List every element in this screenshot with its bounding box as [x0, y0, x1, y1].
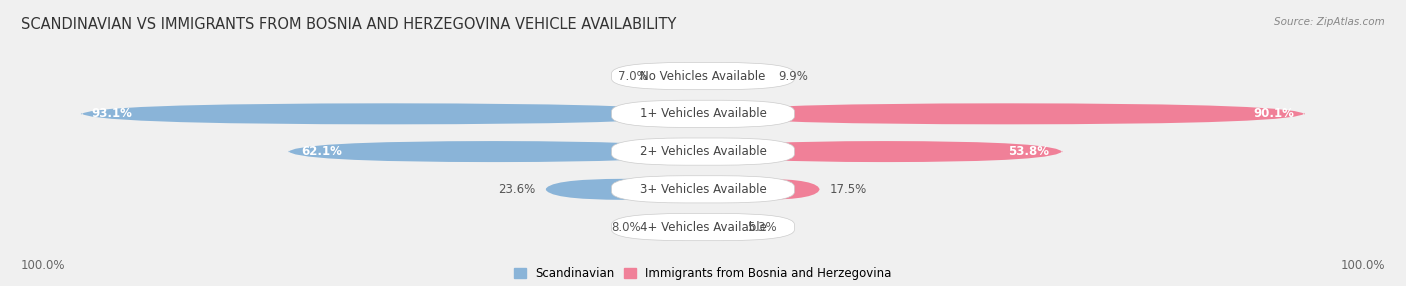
Text: 5.3%: 5.3%	[747, 221, 778, 234]
FancyBboxPatch shape	[703, 217, 738, 238]
Text: 62.1%: 62.1%	[301, 145, 342, 158]
Text: Source: ZipAtlas.com: Source: ZipAtlas.com	[1274, 17, 1385, 27]
Text: 7.0%: 7.0%	[617, 69, 647, 83]
FancyBboxPatch shape	[709, 103, 1305, 124]
FancyBboxPatch shape	[657, 65, 703, 87]
Text: 1+ Vehicles Available: 1+ Vehicles Available	[640, 107, 766, 120]
Text: No Vehicles Available: No Vehicles Available	[640, 69, 766, 83]
Text: 23.6%: 23.6%	[498, 183, 536, 196]
Text: 8.0%: 8.0%	[612, 221, 641, 234]
FancyBboxPatch shape	[288, 141, 699, 162]
Text: 93.1%: 93.1%	[91, 107, 132, 120]
Text: 100.0%: 100.0%	[1340, 259, 1385, 273]
Text: 4+ Vehicles Available: 4+ Vehicles Available	[640, 221, 766, 234]
Legend: Scandinavian, Immigrants from Bosnia and Herzegovina: Scandinavian, Immigrants from Bosnia and…	[515, 267, 891, 280]
FancyBboxPatch shape	[546, 179, 702, 200]
FancyBboxPatch shape	[707, 141, 1063, 162]
Text: 3+ Vehicles Available: 3+ Vehicles Available	[640, 183, 766, 196]
Text: 2+ Vehicles Available: 2+ Vehicles Available	[640, 145, 766, 158]
Text: SCANDINAVIAN VS IMMIGRANTS FROM BOSNIA AND HERZEGOVINA VEHICLE AVAILABILITY: SCANDINAVIAN VS IMMIGRANTS FROM BOSNIA A…	[21, 17, 676, 32]
FancyBboxPatch shape	[704, 179, 820, 200]
Text: 53.8%: 53.8%	[1008, 145, 1049, 158]
FancyBboxPatch shape	[703, 65, 769, 87]
Text: 100.0%: 100.0%	[21, 259, 66, 273]
Text: 9.9%: 9.9%	[779, 69, 808, 83]
FancyBboxPatch shape	[612, 138, 794, 165]
FancyBboxPatch shape	[612, 62, 794, 90]
FancyBboxPatch shape	[82, 103, 697, 124]
FancyBboxPatch shape	[612, 213, 794, 241]
Text: 90.1%: 90.1%	[1253, 107, 1294, 120]
FancyBboxPatch shape	[612, 100, 794, 128]
FancyBboxPatch shape	[612, 176, 794, 203]
FancyBboxPatch shape	[650, 217, 703, 238]
Text: 17.5%: 17.5%	[830, 183, 866, 196]
